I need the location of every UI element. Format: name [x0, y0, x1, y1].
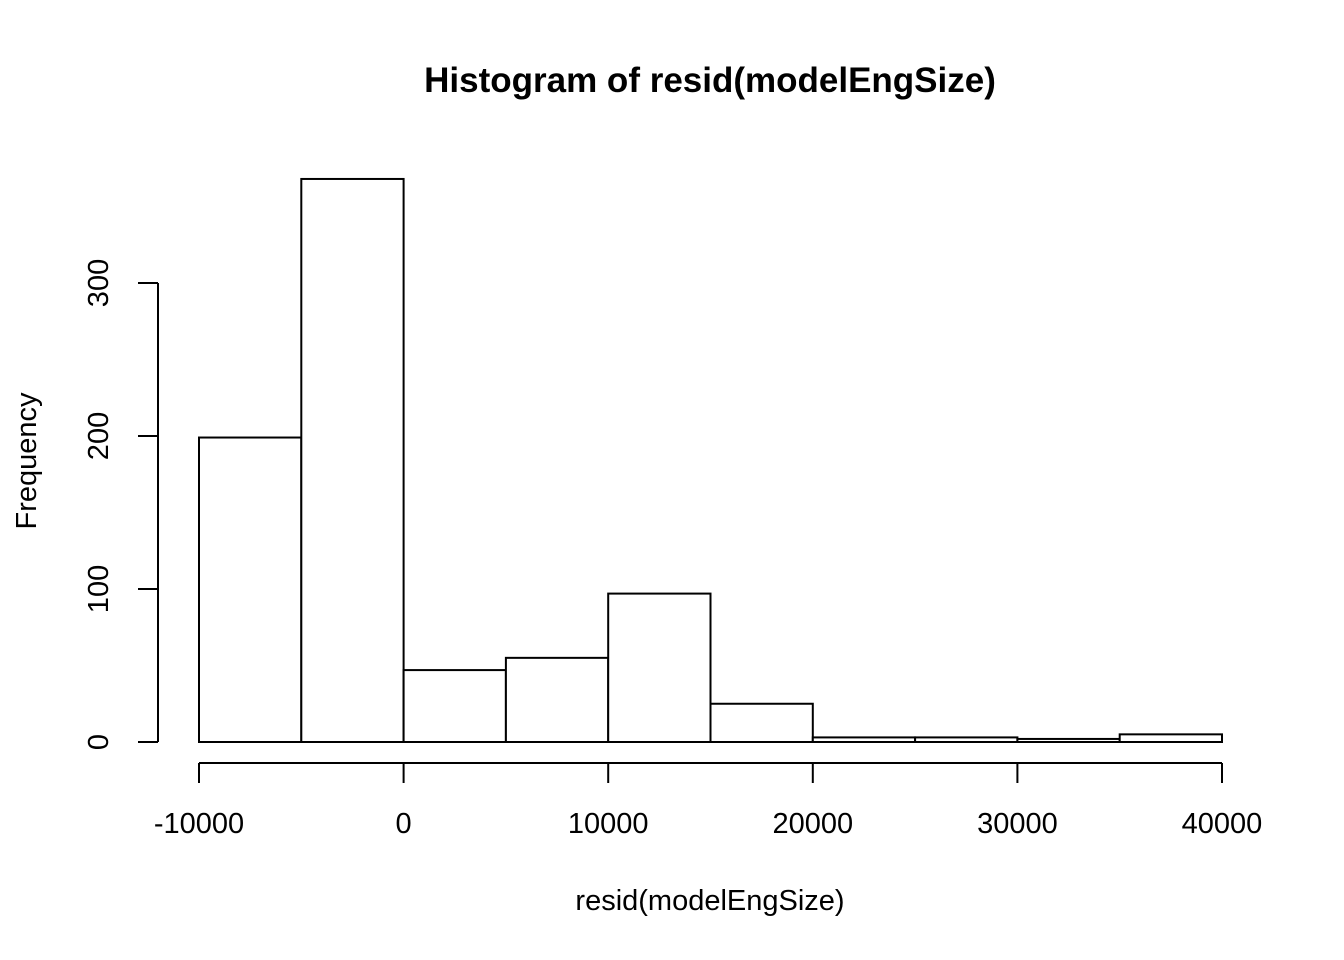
bars-group — [198, 177, 1223, 744]
x-tick-label: -10000 — [154, 808, 244, 840]
y-tick-label: 0 — [83, 734, 115, 750]
y-tick-label: 100 — [83, 565, 115, 613]
chart-title: Histogram of resid(modelEngSize) — [424, 61, 996, 100]
histogram-bar — [811, 736, 917, 743]
histogram-bar — [300, 177, 405, 743]
y-tick-label: 200 — [83, 412, 115, 460]
x-tick-label: 20000 — [772, 808, 853, 840]
x-axis: -10000 0 10000 20000 30000 40000 — [154, 762, 1263, 840]
y-axis-label: Frequency — [11, 392, 43, 530]
histogram-bar — [402, 669, 507, 744]
x-tick-label: 40000 — [1182, 808, 1263, 840]
histogram-bar — [914, 736, 1019, 743]
y-tick-label: 300 — [83, 259, 115, 307]
histogram-bar — [1016, 737, 1121, 744]
histogram-bar — [198, 436, 303, 743]
y-axis: 0 100 200 300 — [83, 259, 159, 750]
histogram-bar — [1118, 733, 1223, 743]
histogram-bar — [504, 656, 610, 743]
histogram-bar — [709, 702, 814, 743]
x-tick-label: 10000 — [568, 808, 649, 840]
x-tick-label: 0 — [396, 808, 412, 840]
x-axis-label: resid(modelEngSize) — [575, 885, 844, 917]
x-tick-label: 30000 — [977, 808, 1058, 840]
histogram-bar — [607, 592, 712, 744]
